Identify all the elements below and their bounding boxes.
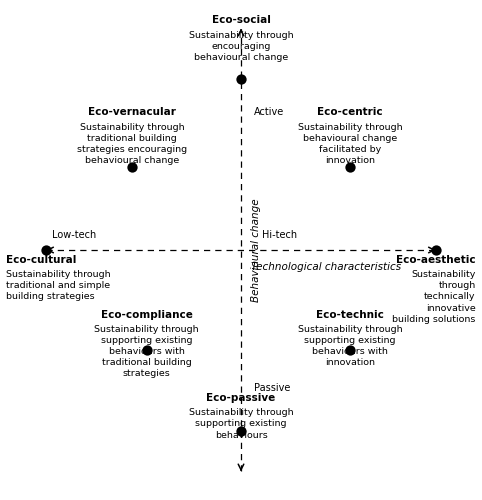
Text: Eco-compliance: Eco-compliance	[101, 310, 193, 320]
Text: Eco-social: Eco-social	[212, 16, 270, 26]
Text: Behavioural change: Behavioural change	[252, 198, 261, 302]
Text: Low-tech: Low-tech	[53, 230, 97, 240]
Text: Active: Active	[254, 107, 284, 117]
Text: Sustainability through
behavioural change
facilitated by
innovation: Sustainability through behavioural chang…	[298, 122, 402, 165]
Text: Sustainability through
supporting existing
behaviours with
traditional building
: Sustainability through supporting existi…	[94, 325, 199, 378]
Text: Eco-passive: Eco-passive	[206, 393, 276, 403]
Text: Passive: Passive	[254, 383, 290, 393]
Text: Eco-cultural: Eco-cultural	[6, 255, 77, 265]
Text: Eco-technic: Eco-technic	[316, 310, 384, 320]
Point	[237, 427, 245, 435]
Point	[432, 246, 440, 254]
Text: Sustainability through
supporting existing
behaviours: Sustainability through supporting existi…	[188, 408, 294, 440]
Text: Technological characteristics: Technological characteristics	[252, 262, 402, 272]
Point	[143, 346, 150, 354]
Text: Sustainability through
traditional building
strategies encouraging
behavioural c: Sustainability through traditional build…	[77, 122, 187, 165]
Point	[237, 74, 245, 82]
Point	[128, 162, 136, 170]
Text: Sustainability
through
technically
innovative
building solutions: Sustainability through technically innov…	[392, 270, 476, 324]
Text: Hi-tech: Hi-tech	[262, 230, 297, 240]
Point	[346, 162, 354, 170]
Point	[42, 246, 50, 254]
Text: Sustainability through
supporting existing
behaviours with
innovation: Sustainability through supporting existi…	[298, 325, 402, 368]
Text: Sustainability through
traditional and simple
building strategies: Sustainability through traditional and s…	[6, 270, 111, 302]
Text: Eco-vernacular: Eco-vernacular	[88, 107, 176, 117]
Point	[346, 346, 354, 354]
Text: Eco-aesthetic: Eco-aesthetic	[396, 255, 476, 265]
Text: Sustainability through
encouraging
behavioural change: Sustainability through encouraging behav…	[188, 31, 294, 62]
Text: Eco-centric: Eco-centric	[317, 107, 383, 117]
